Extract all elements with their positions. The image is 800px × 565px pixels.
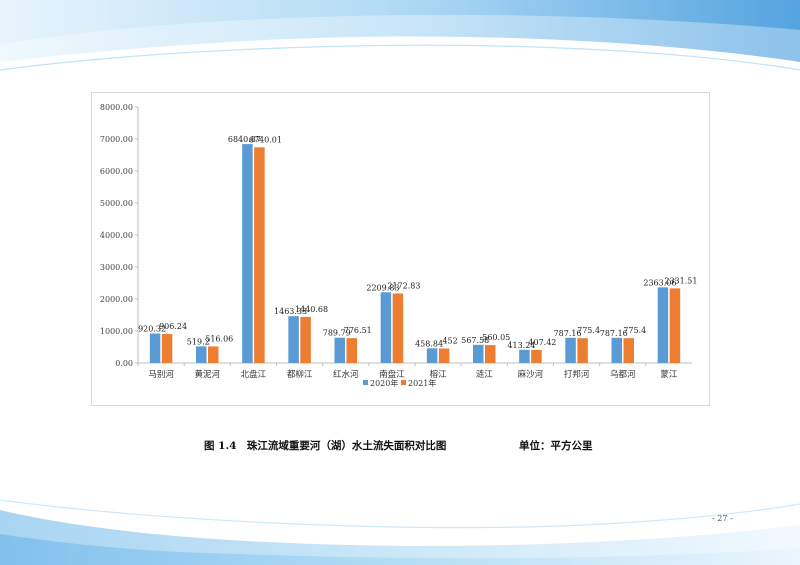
data-label: 413.24 xyxy=(507,341,535,350)
bar-2020 xyxy=(242,144,253,363)
bar-2021 xyxy=(669,288,681,363)
bar-2020 xyxy=(657,287,669,363)
x-category-label: 涟江 xyxy=(476,369,494,380)
data-label: 6740.01 xyxy=(249,135,282,144)
data-label: 407.42 xyxy=(528,338,556,347)
x-category-label: 乌都河 xyxy=(610,369,636,380)
bar-2021 xyxy=(254,147,265,363)
bar-2020 xyxy=(334,337,345,363)
y-tick-label: 7000.00 xyxy=(100,135,133,144)
bar-2020 xyxy=(149,333,161,363)
data-label: 787.16 xyxy=(600,329,628,338)
y-tick-label: 3000.00 xyxy=(100,263,133,272)
legend-label: 2021年 xyxy=(408,378,436,388)
bar-chart: 0.00 1000.00 2000.00 3000.00 4000.00 5000.00 6… xyxy=(100,103,698,388)
data-label: 458.84 xyxy=(415,339,443,348)
y-tick-label: 2000.00 xyxy=(100,295,133,304)
bar-2020 xyxy=(380,292,392,363)
bar-2020 xyxy=(196,346,207,363)
data-label: 560.05 xyxy=(482,333,510,342)
bottom-wave-decoration xyxy=(0,499,800,565)
x-category-label: 南盘江 xyxy=(379,369,405,380)
bar-2020 xyxy=(519,349,530,363)
bar-2021 xyxy=(208,346,219,363)
x-category-label: 红水河 xyxy=(333,369,359,380)
legend-swatch xyxy=(363,380,368,385)
data-label: 519.2 xyxy=(187,337,210,346)
y-tick-label: 8000.00 xyxy=(100,103,133,112)
bar-2021 xyxy=(531,349,542,363)
x-category-label: 打邦河 xyxy=(564,369,590,380)
x-category-label: 榕江 xyxy=(430,369,448,380)
data-label: 2331.51 xyxy=(664,276,697,285)
data-label: 1463.33 xyxy=(274,307,307,316)
bar-2020 xyxy=(565,337,576,363)
data-label: 775.4 xyxy=(577,326,600,335)
caption-title: 图 1.4 珠江流域重要河（湖）水土流失面积对比图 xyxy=(204,440,447,452)
data-label: 516.06 xyxy=(205,334,233,343)
x-category-label: 蒙江 xyxy=(660,369,678,380)
bar-2021 xyxy=(346,338,357,363)
bar-2020 xyxy=(611,337,622,363)
x-category-label: 都柳江 xyxy=(287,369,313,380)
data-label: 776.51 xyxy=(344,326,372,335)
caption-unit: 单位：平方公里 xyxy=(519,440,593,452)
data-label: 789.79 xyxy=(323,329,351,338)
legend-swatch xyxy=(401,380,406,385)
bar-2020 xyxy=(288,316,299,363)
x-category-label: 北盘江 xyxy=(241,369,267,380)
y-tick-label: 4000.00 xyxy=(100,231,133,240)
data-label: 452 xyxy=(442,337,457,346)
x-category-label: 马别河 xyxy=(148,369,174,380)
data-label: 2172.83 xyxy=(387,281,420,290)
y-tick-label: 5000.00 xyxy=(100,199,133,208)
y-tick-label: 0.00 xyxy=(115,359,133,368)
data-label: 6840.87 xyxy=(228,135,261,144)
data-label: 906.24 xyxy=(159,322,187,331)
bar-2021 xyxy=(300,316,311,363)
data-label: 787.16 xyxy=(554,329,582,338)
data-label: 775.4 xyxy=(623,326,646,335)
bar-2020 xyxy=(473,344,484,363)
data-label: 567.58 xyxy=(461,336,489,345)
x-category-label: 麻沙河 xyxy=(518,369,544,380)
data-label: 1440.68 xyxy=(295,305,328,314)
bar-2021 xyxy=(161,334,173,363)
top-wave-decoration xyxy=(0,0,800,71)
data-label: 920.32 xyxy=(138,325,166,334)
y-tick-label: 1000.00 xyxy=(100,327,133,336)
figure-caption: 图 1.4 珠江流域重要河（湖）水土流失面积对比图 单位：平方公里 xyxy=(0,438,800,454)
page-number: - 27 - xyxy=(712,514,733,523)
bar-2021 xyxy=(577,338,588,363)
data-label: 2363.06 xyxy=(643,278,676,287)
bar-2020 xyxy=(426,348,438,363)
bar-2021 xyxy=(438,348,450,363)
bar-2021 xyxy=(392,293,404,363)
x-category-label: 黄泥河 xyxy=(194,369,220,380)
legend-label: 2020年 xyxy=(370,378,398,388)
data-label: 2209.83 xyxy=(366,283,399,292)
y-tick-label: 6000.00 xyxy=(100,167,133,176)
chart-frame: 0.00 1000.00 2000.00 3000.00 4000.00 5000.00 6… xyxy=(91,92,710,406)
bar-2021 xyxy=(623,338,634,363)
bar-2021 xyxy=(485,345,496,363)
